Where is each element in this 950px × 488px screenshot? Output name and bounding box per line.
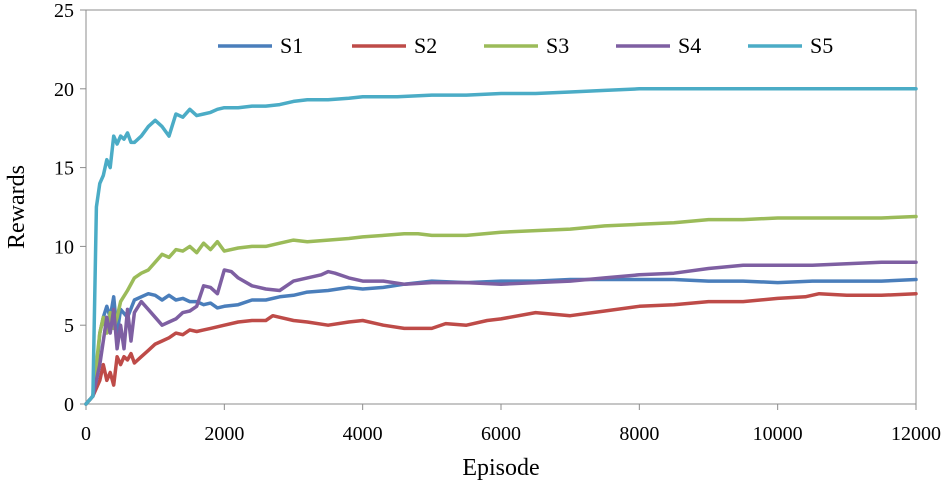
legend-label-s5: S5: [810, 33, 833, 58]
x-axis-title: Episode: [462, 455, 539, 481]
x-tick-label: 0: [81, 423, 91, 445]
legend-label-s2: S2: [414, 33, 437, 58]
y-tick-label: 15: [54, 158, 74, 180]
y-tick-label: 20: [54, 79, 74, 101]
y-tick-label: 25: [54, 0, 74, 22]
x-tick-label: 8000: [619, 423, 659, 445]
x-tick-label: 10000: [753, 423, 803, 445]
legend-label-s1: S1: [280, 33, 303, 58]
x-tick-label: 4000: [343, 423, 383, 445]
y-axis-ticks: 0 5 10 15 20 25: [54, 0, 86, 416]
x-axis-ticks: 0 2000 4000 6000 8000 10000 12000: [81, 404, 941, 445]
x-tick-label: 12000: [891, 423, 941, 445]
series-line-s4: [84, 260, 918, 406]
series-line-s5: [84, 87, 918, 406]
x-tick-label: 2000: [204, 423, 244, 445]
y-tick-label: 0: [64, 394, 74, 416]
plot-frame: [85, 9, 917, 405]
series-lines: [84, 87, 918, 406]
legend: S1 S2 S3 S4 S5: [218, 33, 833, 58]
y-axis-title: Rewards: [4, 165, 30, 249]
series-line-s1: [84, 277, 918, 406]
series-line-s3: [84, 214, 918, 406]
y-tick-label: 10: [54, 236, 74, 258]
y-tick-label: 5: [64, 315, 74, 337]
legend-label-s4: S4: [678, 33, 701, 58]
series-line-s2: [84, 291, 918, 406]
x-tick-label: 6000: [481, 423, 521, 445]
legend-label-s3: S3: [546, 33, 569, 58]
